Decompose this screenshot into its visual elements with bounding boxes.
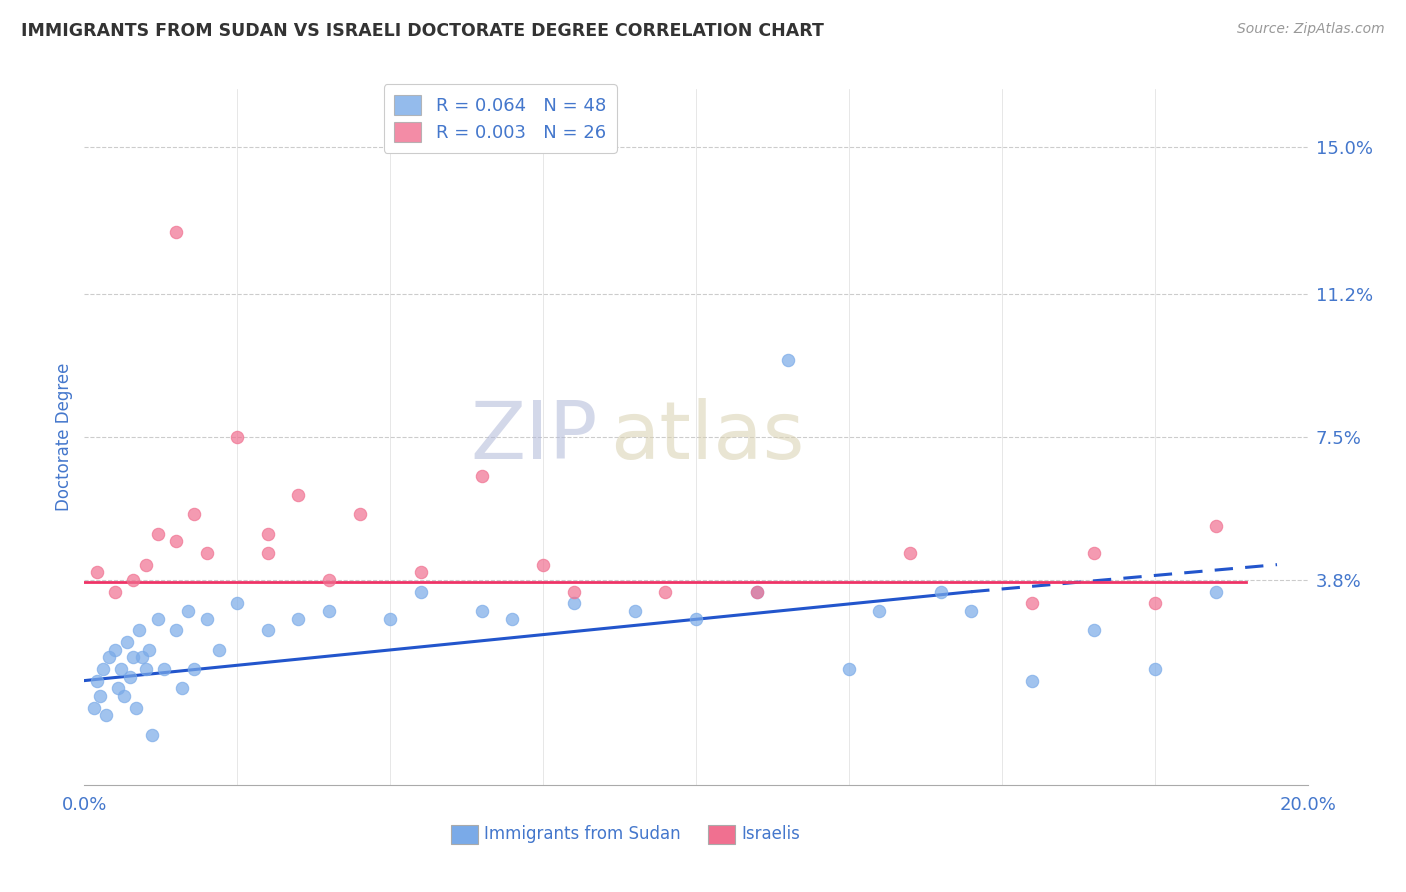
Point	[115, 635, 138, 649]
Point	[177, 604, 200, 618]
Point	[122, 650, 145, 665]
Point	[409, 566, 432, 580]
Text: ZIP: ZIP	[471, 398, 598, 476]
Point	[104, 584, 127, 599]
Point	[685, 612, 707, 626]
Point	[898, 546, 921, 560]
Point	[747, 584, 769, 599]
Point	[1083, 546, 1105, 560]
Text: Immigrants from Sudan: Immigrants from Sudan	[484, 825, 681, 843]
Point	[1021, 596, 1043, 610]
Point	[138, 642, 160, 657]
Point	[91, 662, 114, 676]
Point	[165, 225, 187, 239]
Point	[86, 566, 108, 580]
Point	[1143, 662, 1166, 676]
Point	[120, 670, 142, 684]
Text: Israelis: Israelis	[741, 825, 800, 843]
Point	[83, 700, 105, 714]
Point	[107, 681, 129, 696]
Point	[654, 584, 676, 599]
Point	[502, 612, 524, 626]
Point	[562, 584, 585, 599]
Point	[747, 584, 769, 599]
Point	[135, 662, 157, 676]
Point	[183, 662, 205, 676]
Point	[112, 689, 135, 703]
Point	[104, 642, 127, 657]
Text: atlas: atlas	[610, 398, 804, 476]
Point	[146, 526, 169, 541]
Point	[183, 508, 205, 522]
Point	[929, 584, 952, 599]
Bar	[451, 824, 478, 844]
Point	[125, 700, 148, 714]
Point	[141, 728, 163, 742]
Point	[208, 642, 231, 657]
Point	[1083, 624, 1105, 638]
Point	[226, 596, 249, 610]
Text: IMMIGRANTS FROM SUDAN VS ISRAELI DOCTORATE DEGREE CORRELATION CHART: IMMIGRANTS FROM SUDAN VS ISRAELI DOCTORA…	[21, 22, 824, 40]
Point	[318, 604, 340, 618]
Point	[776, 352, 799, 367]
Point	[89, 689, 111, 703]
Text: Source: ZipAtlas.com: Source: ZipAtlas.com	[1237, 22, 1385, 37]
Bar	[709, 824, 735, 844]
Point	[94, 708, 117, 723]
Point	[195, 546, 218, 560]
Point	[135, 558, 157, 572]
Point	[195, 612, 218, 626]
Point	[146, 612, 169, 626]
Point	[257, 526, 280, 541]
Point	[1143, 596, 1166, 610]
Point	[287, 612, 309, 626]
Point	[562, 596, 585, 610]
Point	[257, 546, 280, 560]
Point	[172, 681, 194, 696]
Point	[380, 612, 402, 626]
Point	[128, 624, 150, 638]
Point	[257, 624, 280, 638]
Point	[960, 604, 983, 618]
Point	[165, 534, 187, 549]
Point	[409, 584, 432, 599]
Point	[471, 604, 494, 618]
Point	[97, 650, 120, 665]
Point	[869, 604, 891, 618]
Y-axis label: Doctorate Degree: Doctorate Degree	[55, 363, 73, 511]
Legend: R = 0.064   N = 48, R = 0.003   N = 26: R = 0.064 N = 48, R = 0.003 N = 26	[384, 85, 617, 153]
Point	[110, 662, 132, 676]
Point	[838, 662, 860, 676]
Point	[471, 468, 494, 483]
Point	[1205, 519, 1227, 533]
Point	[131, 650, 153, 665]
Point	[122, 573, 145, 587]
Point	[1205, 584, 1227, 599]
Point	[624, 604, 647, 618]
Point	[1021, 673, 1043, 688]
Point	[86, 673, 108, 688]
Point	[318, 573, 340, 587]
Point	[349, 508, 371, 522]
Point	[153, 662, 176, 676]
Point	[165, 624, 187, 638]
Point	[287, 488, 309, 502]
Point	[531, 558, 554, 572]
Point	[226, 430, 249, 444]
